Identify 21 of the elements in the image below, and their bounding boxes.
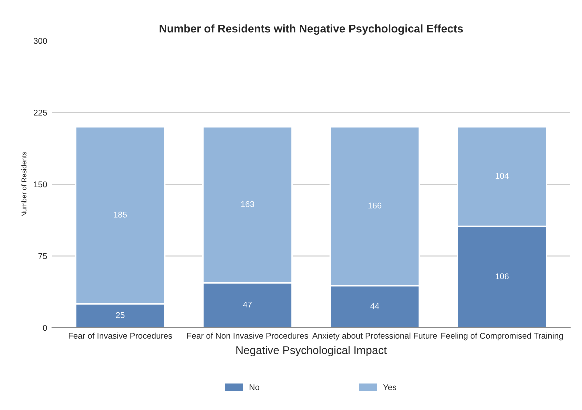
data-label: 44 (370, 303, 380, 310)
x-tick-label: Feeling of Compromised Training (442, 332, 564, 341)
data-label: 106 (496, 274, 509, 280)
y-tick-label: 75 (38, 254, 48, 260)
legend-label: No (250, 384, 260, 390)
x-tick-label: Fear of Non Invasive Procedures (188, 332, 308, 339)
legend-label: Yes (383, 384, 397, 390)
data-label: 163 (241, 201, 254, 208)
y-tick-label: 300 (34, 38, 48, 44)
data-label: 47 (243, 302, 252, 308)
data-label: 104 (496, 173, 509, 180)
data-label: 166 (368, 202, 382, 209)
y-tick-label: 150 (34, 182, 48, 188)
x-tick-label: Anxiety about Professional Future (312, 332, 438, 341)
data-label: 185 (114, 212, 128, 218)
x-tick-label: Fear of Invasive Procedures (69, 332, 172, 339)
data-label: 25 (116, 312, 125, 318)
y-tick-label: 0 (43, 325, 48, 332)
chart-title: Number of Residents with Negative Psychological Effects (160, 24, 464, 36)
x-axis-title: Negative Psychological Impact (236, 346, 387, 357)
y-tick-label: 225 (34, 110, 48, 116)
